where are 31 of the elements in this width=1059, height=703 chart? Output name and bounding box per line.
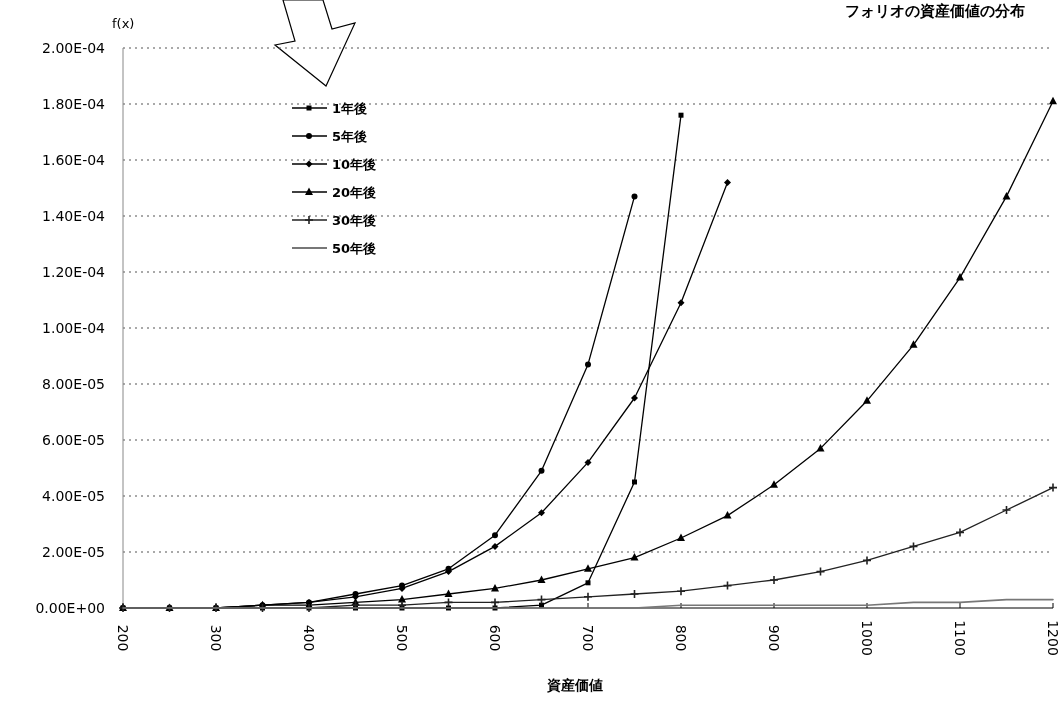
y-tick-label: 1.20E-04 [42, 264, 106, 280]
legend-label: 20年後 [332, 185, 377, 200]
y-tick-label: 1.80E-04 [42, 96, 106, 112]
x-tick-label: 800 [673, 624, 689, 652]
y-tick-label: 1.40E-04 [42, 208, 106, 224]
x-tick-label: 500 [394, 624, 410, 652]
legend-label: 50年後 [332, 241, 377, 256]
y-tick-label: 4.00E-05 [42, 488, 105, 504]
x-tick-label: 300 [208, 624, 224, 652]
x-tick-label: 1200 [1045, 620, 1059, 656]
x-tick-label: 900 [766, 624, 782, 652]
y-tick-label: 2.00E-04 [42, 40, 106, 56]
y-axis-title: f(x) [112, 16, 135, 31]
legend-label: 1年後 [332, 101, 368, 116]
legend-label: 5年後 [332, 129, 368, 144]
x-tick-label: 1100 [952, 620, 968, 656]
x-tick-label: 700 [580, 624, 596, 652]
x-tick-label: 600 [487, 624, 503, 652]
y-tick-label: 1.60E-04 [42, 152, 106, 168]
chart-title: フォリオの資産価値の分布 [845, 2, 1025, 20]
x-tick-label: 200 [115, 624, 131, 652]
y-tick-label: 1.00E-04 [42, 320, 106, 336]
x-tick-label: 1000 [859, 620, 875, 656]
y-tick-label: 8.00E-05 [42, 376, 105, 392]
y-tick-label: 0.00E+00 [35, 600, 105, 616]
legend-label: 30年後 [332, 213, 377, 228]
x-axis-title: 資産価値 [546, 677, 603, 693]
y-tick-label: 2.00E-05 [42, 544, 105, 560]
legend-label: 10年後 [332, 157, 377, 172]
x-tick-label: 400 [301, 624, 317, 652]
y-tick-label: 6.00E-05 [42, 432, 105, 448]
